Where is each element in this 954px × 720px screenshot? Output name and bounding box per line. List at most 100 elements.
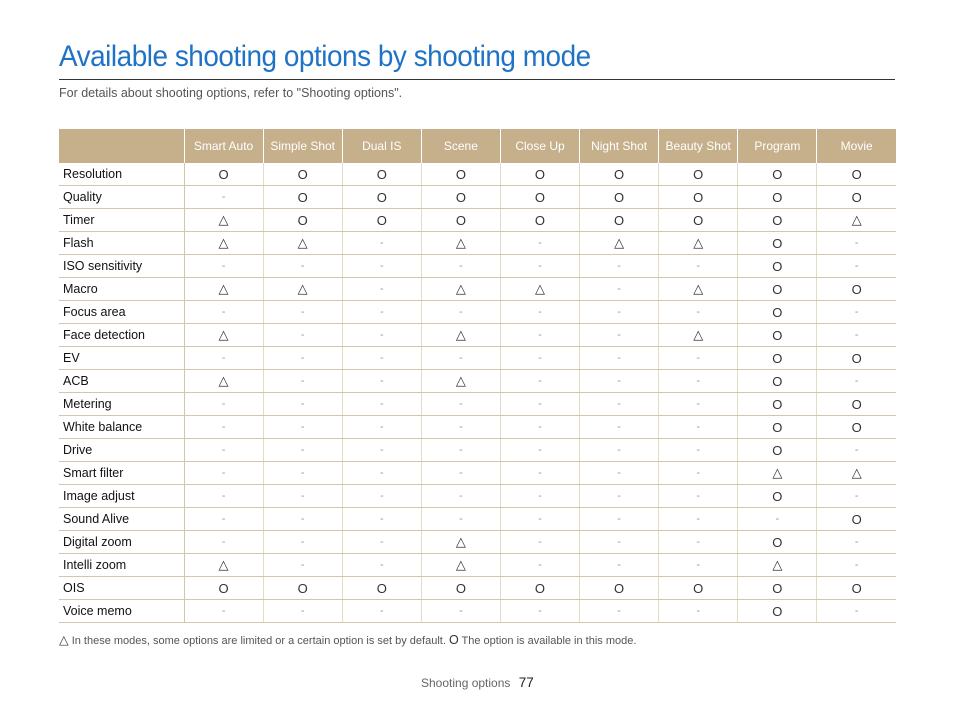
table-cell: -	[341, 461, 422, 485]
column-header: Dual IS	[341, 129, 422, 163]
table-cell: -	[341, 231, 422, 255]
table-cell: -	[183, 346, 264, 370]
table-row: Drive - - - - - - - O -	[59, 438, 896, 462]
table-cell: -	[499, 231, 580, 255]
table-cell: O	[737, 208, 817, 232]
table-cell: O	[737, 438, 817, 462]
row-feature-label: Quality	[59, 185, 185, 209]
table-cell: △	[737, 553, 817, 577]
table-cell: O	[737, 415, 817, 439]
table-cell: O	[262, 163, 343, 186]
table-cell: -	[420, 438, 501, 462]
table-row: EV - - - - - - - O O	[59, 346, 896, 370]
column-header: Smart Auto	[183, 129, 264, 163]
table-cell: -	[262, 507, 343, 531]
row-feature-label: ACB	[59, 369, 185, 393]
row-feature-label: ISO sensitivity	[59, 254, 185, 278]
page-title: Available shooting options by shooting m…	[59, 40, 591, 73]
table-cell: O	[737, 484, 817, 508]
table-legend: △ In these modes, some options are limit…	[59, 632, 636, 647]
table-cell: △	[183, 231, 264, 255]
row-feature-label: Timer	[59, 208, 185, 232]
table-row: Intelli zoom △ - - △ - - - △ -	[59, 553, 896, 577]
triangle-icon: △	[59, 633, 69, 647]
table-cell: -	[420, 461, 501, 485]
table-cell: O	[737, 185, 817, 209]
table-cell: O	[579, 576, 659, 600]
table-cell: -	[420, 507, 501, 531]
table-cell: -	[262, 323, 343, 347]
column-header: Beauty Shot	[658, 129, 738, 163]
table-cell: O	[341, 208, 422, 232]
row-feature-label: Image adjust	[59, 484, 185, 508]
table-cell: △	[658, 231, 738, 255]
table-cell: O	[183, 576, 264, 600]
table-cell: -	[262, 415, 343, 439]
table-cell: -	[658, 507, 738, 531]
table-cell: O	[579, 208, 659, 232]
table-cell: △	[420, 530, 501, 554]
table-cell: △	[183, 277, 264, 301]
table-cell: -	[262, 300, 343, 324]
table-cell: O	[737, 163, 817, 186]
table-cell: O	[658, 185, 738, 209]
table-row: Voice memo - - - - - - - O -	[59, 599, 896, 623]
table-cell: -	[658, 530, 738, 554]
table-cell: -	[816, 530, 896, 554]
row-feature-label: Voice memo	[59, 599, 185, 623]
table-cell: △	[420, 369, 501, 393]
table-cell: -	[183, 415, 264, 439]
table-cell: O	[499, 185, 580, 209]
table-cell: -	[262, 369, 343, 393]
table-cell: -	[420, 254, 501, 278]
table-cell: -	[579, 507, 659, 531]
table-cell: -	[579, 553, 659, 577]
table-cell: -	[420, 599, 501, 623]
table-cell: -	[262, 438, 343, 462]
table-header-row: Smart Auto Simple Shot Dual IS Scene Clo…	[59, 129, 896, 163]
table-cell: -	[579, 300, 659, 324]
row-feature-label: Intelli zoom	[59, 553, 185, 577]
row-feature-label: EV	[59, 346, 185, 370]
table-cell: -	[420, 346, 501, 370]
table-cell: -	[183, 392, 264, 416]
row-feature-label: OIS	[59, 576, 185, 600]
table-cell: O	[341, 163, 422, 186]
table-cell: -	[499, 346, 580, 370]
table-row: ACB △ - - △ - - - O -	[59, 369, 896, 393]
table-cell: O	[658, 576, 738, 600]
table-cell: O	[737, 392, 817, 416]
row-feature-label: Flash	[59, 231, 185, 255]
table-cell: O	[737, 576, 817, 600]
table-cell: -	[579, 461, 659, 485]
table-cell: O	[579, 163, 659, 186]
table-cell: O	[737, 277, 817, 301]
table-cell: -	[262, 599, 343, 623]
title-divider	[59, 79, 895, 80]
table-cell: -	[658, 599, 738, 623]
column-header: Program	[737, 129, 817, 163]
table-cell: △	[420, 323, 501, 347]
table-row: OIS O O O O O O O O O	[59, 576, 896, 600]
table-row: Resolution O O O O O O O O O	[59, 163, 896, 186]
table-cell: O	[737, 599, 817, 623]
table-cell: O	[737, 231, 817, 255]
table-cell: -	[341, 254, 422, 278]
table-cell: -	[658, 300, 738, 324]
table-cell: -	[341, 369, 422, 393]
table-cell: -	[658, 392, 738, 416]
table-cell: -	[499, 484, 580, 508]
footer-section-label: Shooting options	[421, 676, 511, 690]
table-cell: -	[499, 300, 580, 324]
table-cell: -	[420, 392, 501, 416]
table-cell: -	[341, 277, 422, 301]
row-feature-label: Resolution	[59, 163, 185, 186]
table-cell: -	[816, 323, 896, 347]
table-cell: △	[420, 231, 501, 255]
table-cell: -	[658, 553, 738, 577]
row-feature-label: Smart filter	[59, 461, 185, 485]
table-cell: △	[262, 277, 343, 301]
column-header: Movie	[816, 129, 896, 163]
table-cell: -	[499, 461, 580, 485]
table-cell: -	[816, 369, 896, 393]
